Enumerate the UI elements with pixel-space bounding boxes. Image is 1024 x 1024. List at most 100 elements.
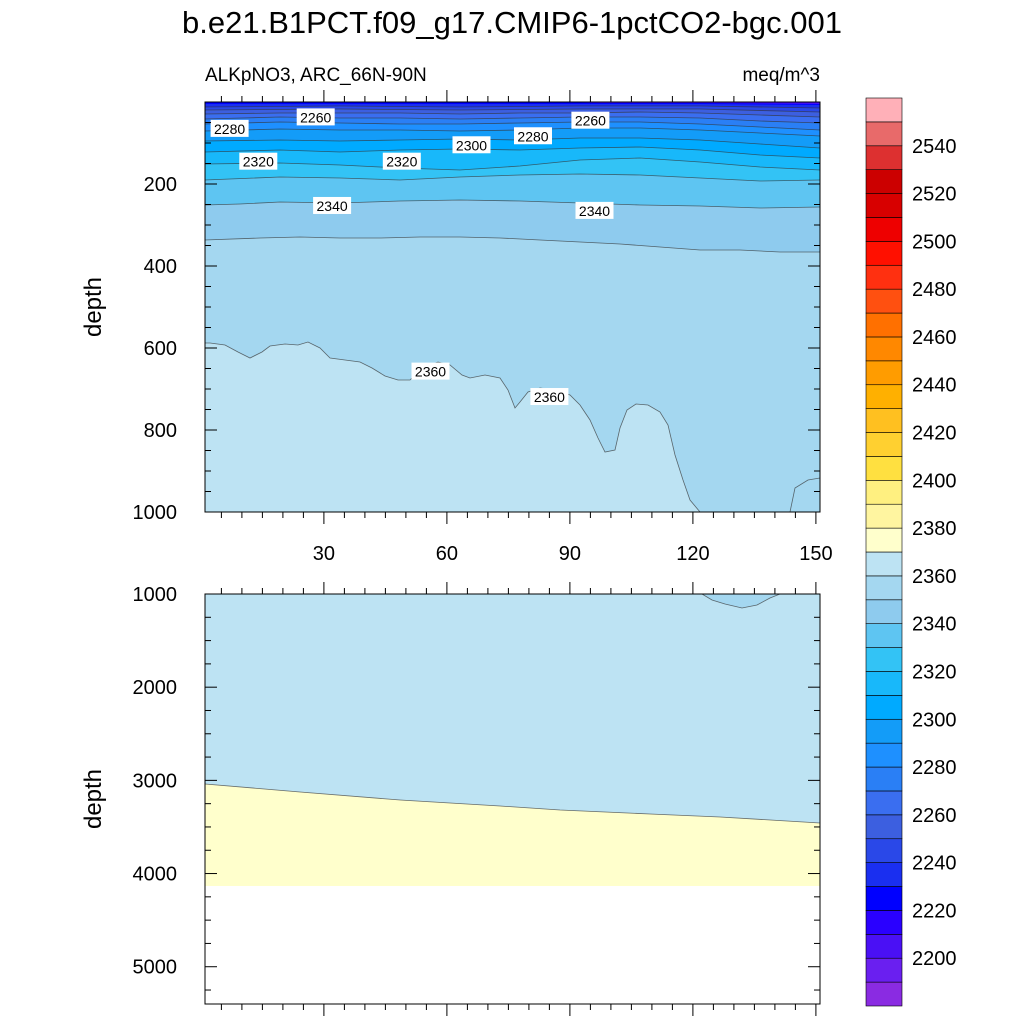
contour-label: 2320 [239,152,278,170]
colorbar-box [865,408,903,433]
colorbar-box [865,241,903,266]
y-tick-label: 1000 [133,584,178,606]
y-tick-label: 600 [144,338,177,360]
contour-label: 2360 [411,362,450,380]
contour-label: 2360 [530,388,569,406]
colorbar-box [865,623,903,648]
colorbar-box [865,910,903,935]
colorbar-box [865,551,903,577]
colorbar-label: 2480 [912,279,957,301]
contour-label-text: 2360 [534,389,565,405]
colorbar-label: 2220 [912,900,957,922]
colorbar-box [865,145,903,170]
upper-panel: 2260 2280 2260 2300 2280 2320 2320 2340 2340 2360… [80,90,833,565]
colorbar-box [865,981,903,1007]
contour-label: 2320 [382,152,421,170]
colorbar-label: 2540 [912,136,957,158]
contour-label-box [313,196,352,214]
colorbar-label: 2300 [912,709,957,731]
x-tick-label: 60 [436,543,458,565]
contour-label-text: 2320 [386,154,417,170]
contour-label-text: 2280 [517,128,548,144]
contour-label: 2260 [571,111,610,129]
contour-label-box [382,152,421,170]
contour-label-text: 2300 [456,137,487,153]
colorbar-box [865,312,903,338]
colorbar-box [865,814,903,840]
y-tick-label: 3000 [133,770,178,792]
contour-lines-lower [205,594,820,824]
colorbar-box [865,121,903,147]
y-tick-label: 4000 [133,864,178,886]
contour-label-box [514,127,552,145]
contour-lines-upper [205,105,820,512]
colorbar-label: 2240 [912,853,957,875]
y-tick-label: 400 [144,256,177,278]
contour-label-box [411,362,450,380]
colorbar-label: 2340 [912,614,957,636]
colorbar-box [865,264,903,290]
colorbar-label: 2460 [912,327,957,349]
colorbar-box [865,503,903,529]
lower-panel-frame [204,593,821,1005]
contour-label: 2260 [296,108,335,126]
fill-2350-2360-deep [702,594,780,608]
colorbar: 2200 2220 2240 2260 2280 2300 2320 2340 2360 2380… [865,97,957,1007]
contour-label-box [571,111,610,129]
y-tick-label: 1000 [133,502,178,524]
colorbar-box [865,169,903,194]
contour-label-box [296,108,335,126]
colorbar-label: 2500 [912,231,957,253]
y-tick-label: 5000 [133,957,178,979]
contour-label-text: 2320 [243,154,274,170]
colorbar-label: 2440 [912,375,957,397]
upper-ylabel: depth [80,277,107,337]
contour-label-text: 2260 [575,113,606,129]
contour-label: 2300 [452,136,491,154]
y-tick-label: 2000 [133,677,178,699]
colorbar-box [865,97,903,123]
colorbar-box [865,671,903,696]
colorbar-box [865,695,903,720]
colorbar-label: 2200 [912,948,957,970]
colorbar-box [865,288,903,314]
colorbar-box [865,384,903,409]
chart-title: b.e21.B1PCT.f09_g17.CMIP6-1pctCO2-bgc.00… [182,5,842,40]
x-tick-label: 150 [799,543,832,565]
colorbar-box [865,217,903,242]
colorbar-label: 2260 [912,805,957,827]
colorbar-box [865,647,903,672]
lower-ylabel: depth [80,769,107,829]
contour-label-box [530,388,569,406]
colorbar-box [865,575,903,601]
colorbar-box [865,790,903,816]
colorbar-box [865,862,903,887]
colorbar-box [865,360,903,386]
colorbar-box [865,432,903,457]
x-tick-label: 120 [676,543,709,565]
y-tick-label: 200 [144,174,177,196]
colorbar-label: 2520 [912,184,957,206]
contour-label-text: 2280 [214,121,245,137]
colorbar-label: 2380 [912,518,957,540]
colorbar-label: 2360 [912,566,957,588]
colorbar-box [865,480,903,505]
colorbar-box [865,957,903,983]
colorbar-box [865,886,903,911]
contour-label-text: 2340 [579,203,610,219]
x-tick-label: 30 [313,543,335,565]
contour-label-text: 2340 [317,198,348,214]
contour-label-box [210,119,249,137]
contour-label-box [239,152,278,170]
contour-label-box [452,136,491,154]
colorbar-label: 2320 [912,661,957,683]
colorbar-label: 2400 [912,470,957,492]
contour-label-text: 2260 [300,109,331,125]
colorbar-box [865,742,903,768]
colorbar-label: 2420 [912,423,957,445]
colorbar-box [865,838,903,863]
units-label: meq/m^3 [742,65,820,86]
colorbar-box [865,934,903,959]
fill-2370-2380-bottom [205,784,820,886]
